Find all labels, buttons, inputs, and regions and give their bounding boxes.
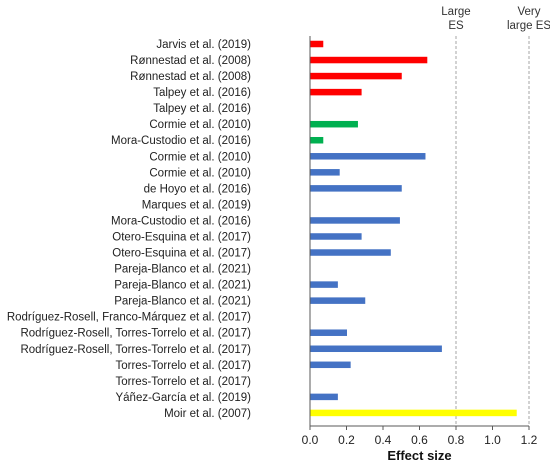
bar bbox=[310, 393, 338, 401]
bars bbox=[310, 40, 517, 417]
bar bbox=[310, 136, 324, 144]
reference-line-label: ES bbox=[448, 20, 464, 32]
x-axis: 0.0 0.2 0.4 0.6 0.8 1.0 1.2 bbox=[302, 36, 538, 447]
bar bbox=[310, 329, 347, 336]
bar bbox=[310, 281, 338, 288]
bar bbox=[310, 56, 428, 64]
x-tick-label: 1.0 bbox=[484, 433, 501, 447]
study-label: Jarvis et al. (2019) bbox=[156, 39, 251, 51]
study-label: Rønnestad et al. (2008) bbox=[130, 55, 251, 67]
study-label: Rodríguez-Rosell, Torres-Torrelo et al. … bbox=[20, 344, 251, 356]
x-tick-label: 0.4 bbox=[375, 433, 392, 447]
study-label: Mora-Custodio et al. (2016) bbox=[111, 135, 251, 147]
study-label: Rodríguez-Rosell, Franco-Márquez et al. … bbox=[7, 312, 251, 324]
reference-lines: Large ES Very large ES bbox=[441, 6, 550, 426]
study-label: Pareja-Blanco et al. (2021) bbox=[114, 296, 251, 308]
study-label: Moir et al. (2007) bbox=[164, 408, 251, 420]
study-label: Pareja-Blanco et al. (2021) bbox=[114, 264, 251, 276]
bar bbox=[310, 361, 351, 369]
bar bbox=[310, 169, 340, 176]
bar bbox=[310, 233, 362, 240]
reference-line-label: large ES bbox=[507, 20, 550, 32]
reference-line-label: Large bbox=[441, 6, 470, 18]
x-axis-title: Effect size bbox=[387, 448, 451, 463]
x-tick-label: 0.2 bbox=[338, 433, 355, 447]
study-label: Talpey et al. (2016) bbox=[153, 87, 251, 99]
bar bbox=[310, 153, 426, 160]
reference-line-label: Very bbox=[517, 6, 540, 18]
bar bbox=[310, 297, 366, 304]
study-label: Mora-Custodio et al. (2016) bbox=[111, 215, 251, 227]
bar bbox=[310, 40, 324, 48]
study-label: Yáñez-García et al. (2019) bbox=[115, 392, 251, 404]
bar bbox=[310, 217, 400, 224]
study-label: Cormie et al. (2010) bbox=[149, 167, 251, 179]
x-tick-label: 1.2 bbox=[521, 433, 538, 447]
study-label: Otero-Esquina et al. (2017) bbox=[112, 231, 251, 243]
study-labels: Jarvis et al. (2019) Rønnestad et al. (20… bbox=[7, 39, 251, 420]
study-label: Cormie et al. (2010) bbox=[149, 151, 251, 163]
study-label: Talpey et al. (2016) bbox=[153, 103, 251, 115]
study-label: Cormie et al. (2010) bbox=[149, 119, 251, 131]
study-label: Rønnestad et al. (2008) bbox=[130, 71, 251, 83]
study-label: Marques et al. (2019) bbox=[142, 199, 251, 211]
bar bbox=[310, 185, 402, 192]
study-label: Rodríguez-Rosell, Torres-Torrelo et al. … bbox=[20, 328, 251, 340]
bar bbox=[310, 249, 391, 256]
bar bbox=[310, 88, 362, 96]
bar bbox=[310, 409, 517, 417]
x-tick-label: 0.8 bbox=[448, 433, 465, 447]
study-label: Torres-Torrelo et al. (2017) bbox=[116, 360, 252, 372]
study-label: Pareja-Blanco et al. (2021) bbox=[114, 280, 251, 292]
x-tick-label: 0.0 bbox=[302, 433, 319, 447]
bar bbox=[310, 72, 402, 80]
study-label: Otero-Esquina et al. (2017) bbox=[112, 248, 251, 260]
study-label: de Hoyo et al. (2016) bbox=[144, 183, 252, 195]
study-label: Torres-Torrelo et al. (2017) bbox=[116, 376, 252, 388]
bar bbox=[310, 345, 442, 353]
bar bbox=[310, 120, 358, 128]
x-tick-label: 0.6 bbox=[411, 433, 428, 447]
